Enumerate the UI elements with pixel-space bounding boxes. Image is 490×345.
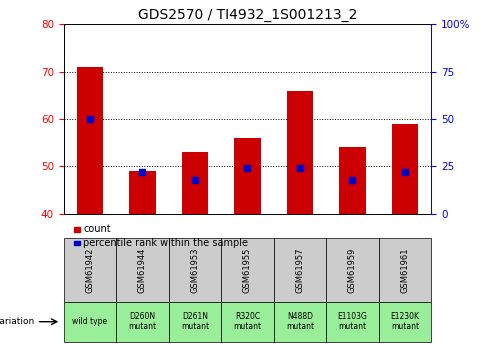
Text: D261N
mutant: D261N mutant [181, 312, 209, 332]
Bar [326, 238, 379, 302]
Text: GSM61953: GSM61953 [191, 247, 199, 293]
Bar [274, 238, 326, 302]
Bar [74, 241, 80, 246]
Text: D260N
mutant: D260N mutant [128, 312, 156, 332]
Bar [169, 238, 221, 302]
Bar [339, 147, 366, 214]
Title: GDS2570 / TI4932_1S001213_2: GDS2570 / TI4932_1S001213_2 [138, 8, 357, 22]
Bar [182, 152, 208, 214]
Text: GSM61955: GSM61955 [243, 247, 252, 293]
Bar [221, 302, 274, 342]
Text: GSM61959: GSM61959 [348, 247, 357, 293]
Text: GSM61942: GSM61942 [85, 247, 95, 293]
Bar [116, 302, 169, 342]
Text: GSM61957: GSM61957 [295, 247, 304, 293]
Text: R320C
mutant: R320C mutant [233, 312, 262, 332]
Text: GSM61944: GSM61944 [138, 247, 147, 293]
Text: E1230K
mutant: E1230K mutant [391, 312, 419, 332]
Bar [116, 238, 169, 302]
Bar [392, 124, 418, 214]
Bar [64, 302, 116, 342]
Bar [77, 67, 103, 214]
Text: wild type: wild type [73, 317, 107, 326]
Bar [129, 171, 156, 214]
Text: N488D
mutant: N488D mutant [286, 312, 314, 332]
Bar [234, 138, 261, 214]
Text: count: count [83, 225, 111, 234]
Bar [74, 227, 80, 232]
Bar [287, 90, 313, 214]
Bar [274, 302, 326, 342]
Bar [326, 302, 379, 342]
Bar [221, 238, 274, 302]
Bar [169, 302, 221, 342]
Text: E1103G
mutant: E1103G mutant [338, 312, 368, 332]
Text: genotype/variation: genotype/variation [0, 317, 34, 326]
Text: GSM61961: GSM61961 [400, 247, 410, 293]
Bar [379, 238, 431, 302]
Bar [379, 302, 431, 342]
Text: percentile rank within the sample: percentile rank within the sample [83, 238, 248, 248]
Bar [64, 238, 116, 302]
